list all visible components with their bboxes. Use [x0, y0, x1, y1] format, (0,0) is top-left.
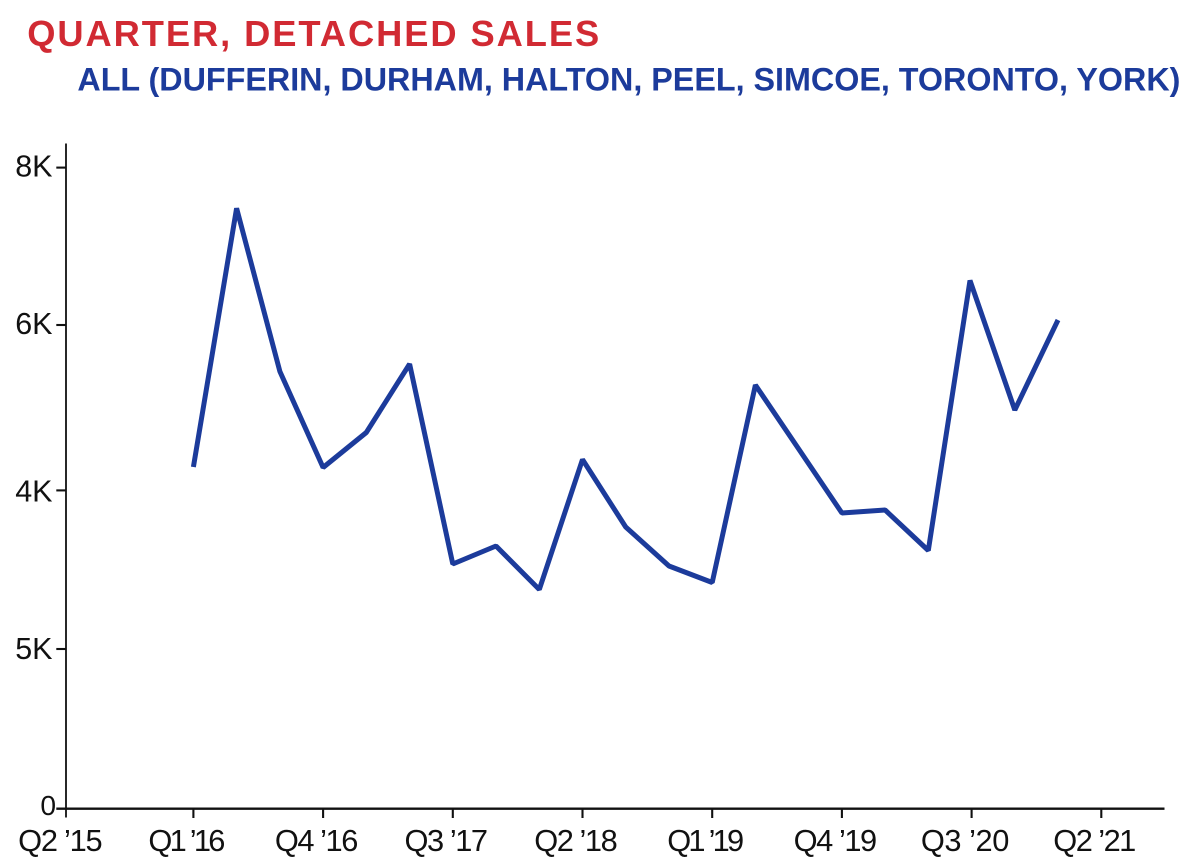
svg-text:4K: 4K — [15, 475, 52, 509]
svg-text:Q2 ’18: Q2 ’18 — [534, 823, 618, 858]
svg-text:Q1 ’16: Q1 ’16 — [148, 823, 225, 858]
svg-text:Q3 ’20: Q3 ’20 — [921, 823, 1010, 858]
svg-text:0: 0 — [40, 789, 56, 821]
svg-text:Q2 ’15: Q2 ’15 — [18, 823, 103, 858]
svg-text:5K: 5K — [15, 632, 52, 666]
svg-text:ALL (DUFFERIN, DURHAM, HALTON,: ALL (DUFFERIN, DURHAM, HALTON, PEEL, SIM… — [77, 62, 1180, 98]
svg-text:Q4 ’16: Q4 ’16 — [275, 823, 359, 858]
svg-text:8K: 8K — [15, 149, 52, 183]
svg-text:QUARTER, DETACHED SALES: QUARTER, DETACHED SALES — [27, 13, 599, 54]
svg-text:Q1 ’19: Q1 ’19 — [667, 823, 744, 858]
svg-text:Q2 ’21: Q2 ’21 — [1053, 823, 1136, 858]
svg-text:Q3 ’17: Q3 ’17 — [405, 823, 489, 858]
svg-text:6K: 6K — [15, 307, 52, 341]
svg-text:Q4 ’19: Q4 ’19 — [794, 823, 878, 858]
